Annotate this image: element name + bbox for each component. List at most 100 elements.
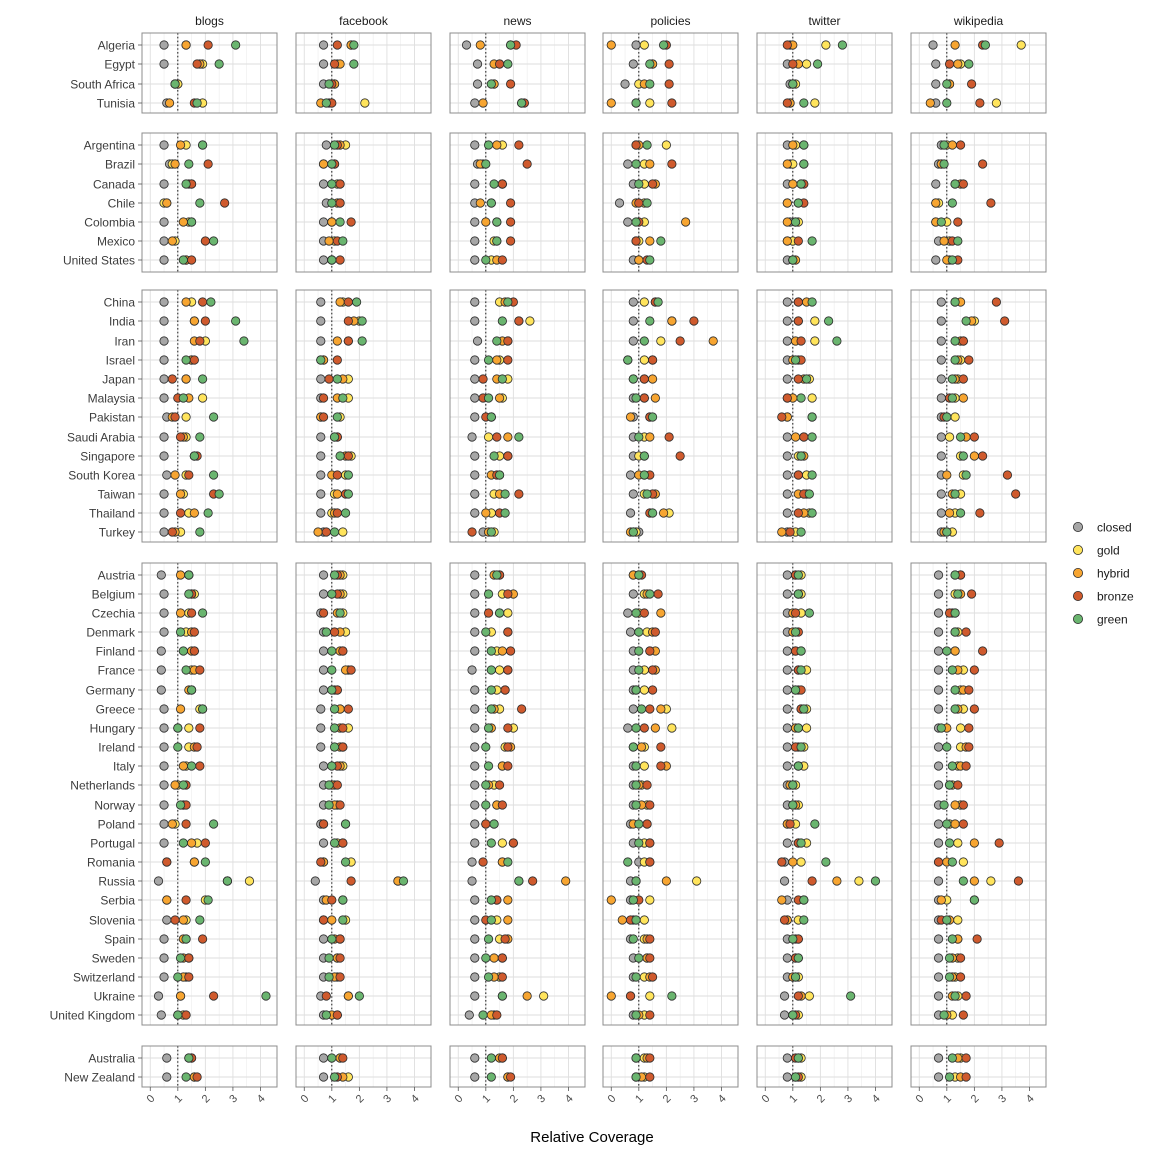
point-green [947, 665, 957, 675]
point-bronze [1000, 316, 1010, 326]
point-green [354, 991, 364, 1001]
point-green [503, 59, 513, 69]
point-bronze [777, 412, 787, 422]
point-green [198, 608, 208, 618]
point-closed [316, 336, 326, 346]
point-hybrid [343, 991, 353, 1001]
point-green [492, 217, 502, 227]
point-bronze [782, 393, 792, 403]
point-closed [625, 508, 636, 518]
point-gold [539, 991, 549, 1001]
point-green [514, 876, 524, 886]
point-bronze [978, 159, 988, 169]
point-closed [782, 1072, 792, 1082]
point-hybrid [489, 953, 499, 963]
x-tick-label: 1 [326, 1093, 339, 1106]
point-green [329, 704, 340, 714]
legend-key-gold [1073, 545, 1084, 556]
point-hybrid [178, 217, 188, 227]
point-green [961, 470, 971, 480]
point-green [186, 685, 197, 695]
point-green [793, 953, 803, 963]
point-closed [470, 374, 480, 384]
point-bronze [664, 59, 674, 69]
point-closed [782, 316, 792, 326]
point-closed [470, 895, 480, 905]
panel-news-group-3 [449, 289, 586, 543]
point-green [645, 316, 655, 326]
point-gold [244, 876, 255, 886]
panel-border [756, 1045, 893, 1088]
point-green [175, 800, 186, 810]
point-bronze [955, 953, 966, 963]
point-green [642, 198, 652, 208]
point-green [494, 470, 505, 480]
point-hybrid [777, 527, 787, 537]
point-green [178, 646, 188, 656]
x-tick-label: 2 [969, 1093, 982, 1106]
point-closed [931, 179, 941, 189]
point-green [195, 198, 205, 208]
point-hybrid [953, 59, 963, 69]
point-closed [318, 255, 329, 265]
panel-border [910, 132, 1047, 273]
point-closed [318, 179, 329, 189]
point-closed [156, 685, 166, 695]
point-green [332, 412, 342, 422]
panel-border [449, 132, 586, 273]
point-closed [318, 665, 329, 675]
point-gold [991, 98, 1002, 108]
point-green [214, 59, 224, 69]
point-green [639, 451, 649, 461]
row-label: Israel [106, 354, 135, 368]
point-green [936, 723, 946, 733]
point-green [639, 470, 649, 480]
point-bronze [944, 59, 955, 69]
point-hybrid [659, 508, 669, 518]
point-green [481, 255, 491, 265]
point-closed [318, 1053, 329, 1063]
point-green [659, 40, 669, 50]
point-green [950, 355, 960, 365]
point-closed [159, 432, 169, 442]
point-closed [470, 355, 480, 365]
point-closed [470, 589, 480, 599]
point-green [329, 838, 340, 848]
point-bronze [785, 527, 795, 537]
point-bronze [782, 40, 792, 50]
point-closed [933, 991, 944, 1001]
point-closed [782, 297, 792, 307]
row-label: Finland [96, 645, 135, 659]
point-closed [470, 179, 480, 189]
point-closed [318, 761, 329, 771]
point-green [631, 1010, 641, 1020]
panel-twitter-group-1 [756, 32, 893, 114]
point-closed [936, 451, 946, 461]
point-green [184, 589, 194, 599]
point-bronze [645, 953, 655, 963]
point-gold [483, 432, 494, 442]
point-closed [933, 1053, 944, 1063]
point-green [634, 627, 644, 637]
row-label: Portugal [90, 837, 135, 851]
x-tick-label: 1 [787, 1093, 800, 1106]
point-bronze [625, 991, 636, 1001]
point-closed [933, 685, 944, 695]
point-bronze [650, 627, 660, 637]
point-bronze [645, 1010, 655, 1020]
point-green [497, 991, 507, 1001]
point-bronze [195, 336, 205, 346]
row-label: Serbia [100, 894, 135, 908]
point-bronze [497, 972, 507, 982]
point-closed [470, 1053, 480, 1063]
point-closed [470, 508, 480, 518]
point-closed [321, 140, 331, 150]
panel-blogs-group-4 [141, 562, 278, 1026]
point-closed [782, 646, 792, 656]
point-bronze [332, 780, 342, 790]
point-bronze [1011, 489, 1021, 499]
point-bronze [209, 991, 219, 1001]
point-green [947, 761, 957, 771]
point-closed [159, 255, 169, 265]
point-bronze [181, 895, 191, 905]
